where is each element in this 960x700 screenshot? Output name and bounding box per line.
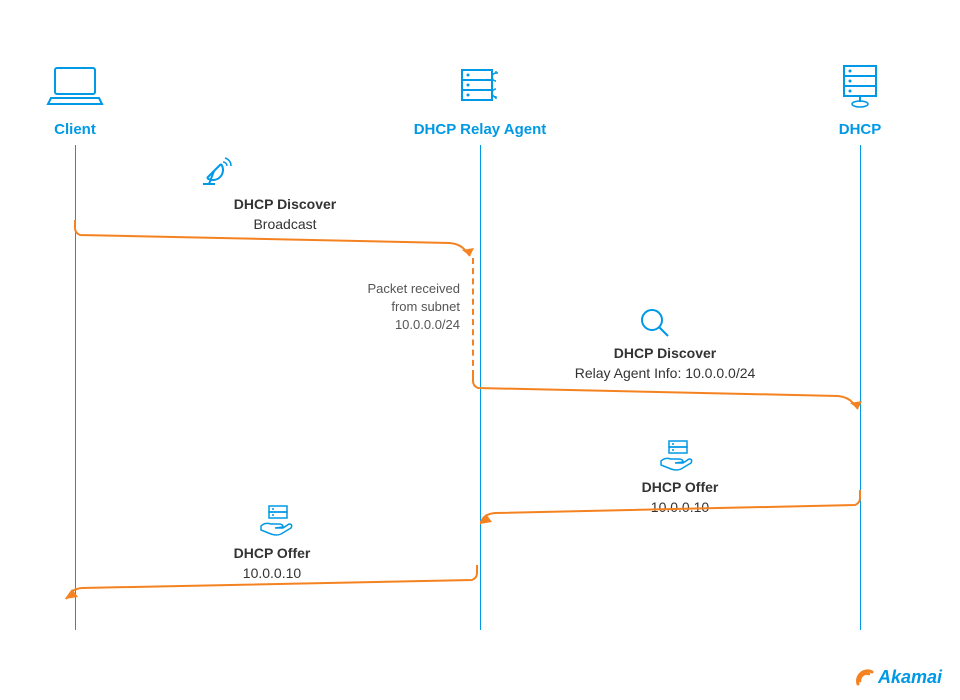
sequence-diagram: Client DHCP Relay Agent DH (0, 0, 960, 700)
msg-discover1-subtitle: Broadcast (225, 215, 345, 235)
satellite-dish-icon (195, 150, 235, 190)
msg-offer1-label: DHCP Offer 10.0.0.10 (620, 478, 740, 517)
actor-client-label: Client (45, 121, 105, 138)
brand-logo: Akamai (854, 666, 942, 688)
actor-relay: DHCP Relay Agent (440, 60, 520, 138)
note-line-1: Packet received (350, 280, 460, 298)
dashed-vertical (472, 258, 474, 376)
relay-server-icon (450, 60, 510, 110)
actor-client: Client (45, 60, 105, 138)
actor-dhcp: DHCP (830, 60, 890, 138)
msg-offer1-subtitle: 10.0.0.10 (620, 498, 740, 518)
msg-discover1-label: DHCP Discover Broadcast (225, 195, 345, 234)
actor-relay-label: DHCP Relay Agent (410, 121, 550, 138)
akamai-wave-icon (854, 666, 876, 688)
msg-offer2-subtitle: 10.0.0.10 (212, 564, 332, 584)
lifeline-dhcp (860, 145, 861, 630)
lifeline-client (75, 145, 76, 630)
msg-discover2-label: DHCP Discover Relay Agent Info: 10.0.0.0… (555, 344, 775, 383)
msg-discover1-title: DHCP Discover (225, 195, 345, 215)
msg-discover2-subtitle: Relay Agent Info: 10.0.0.0/24 (555, 364, 775, 384)
msg-offer2-label: DHCP Offer 10.0.0.10 (212, 544, 332, 583)
note-line-3: 10.0.0.0/24 (350, 316, 460, 334)
hand-server-icon (655, 435, 695, 475)
brand-text: Akamai (878, 667, 942, 688)
server-icon (830, 60, 890, 110)
laptop-icon (45, 60, 105, 110)
actor-dhcp-label: DHCP (830, 121, 890, 138)
lifeline-relay (480, 145, 481, 630)
msg-offer2-title: DHCP Offer (212, 544, 332, 564)
hand-server-icon-2 (255, 500, 295, 540)
note-line-2: from subnet (350, 298, 460, 316)
msg-offer1-title: DHCP Offer (620, 478, 740, 498)
magnifier-icon (635, 303, 675, 343)
msg-discover2-title: DHCP Discover (555, 344, 775, 364)
relay-note: Packet received from subnet 10.0.0.0/24 (350, 280, 460, 335)
